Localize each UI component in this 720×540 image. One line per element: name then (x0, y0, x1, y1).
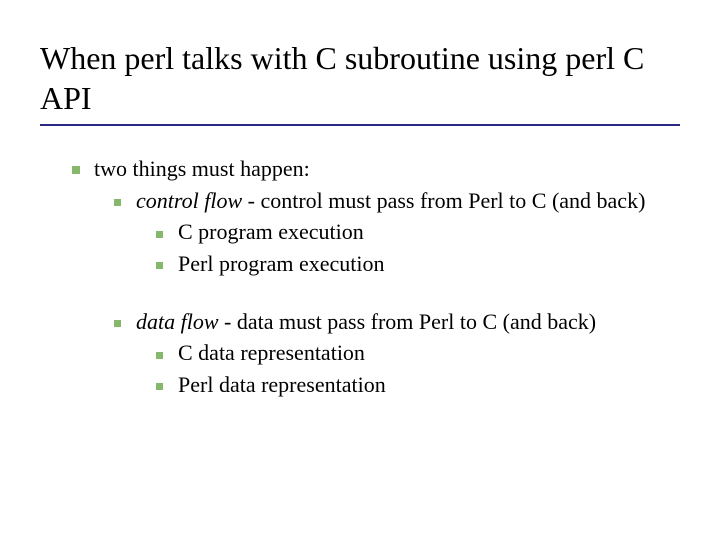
square-bullet-icon (156, 262, 163, 269)
square-bullet-icon (156, 383, 163, 390)
square-bullet-icon (156, 231, 163, 238)
list-item: two things must happen: control flow - c… (72, 154, 680, 400)
bullet-list-level1: two things must happen: control flow - c… (72, 154, 680, 400)
list-text-em: data flow (136, 309, 219, 334)
list-item: Perl data representation (156, 370, 680, 400)
bullet-list-level3: C data representation Perl data represen… (156, 338, 680, 399)
list-item: control flow - control must pass from Pe… (114, 186, 680, 279)
list-text-em: control flow (136, 188, 242, 213)
bullet-list-level3: C program execution Perl program executi… (156, 217, 680, 278)
list-text: C program execution (178, 219, 364, 244)
list-text: - control must pass from Perl to C (and … (242, 188, 645, 213)
list-item: C data representation (156, 338, 680, 368)
bullet-list-level2: data flow - data must pass from Perl to … (114, 307, 680, 400)
content-area: two things must happen: control flow - c… (40, 154, 680, 400)
list-item: C program execution (156, 217, 680, 247)
square-bullet-icon (114, 320, 121, 327)
list-text: - data must pass from Perl to C (and bac… (219, 309, 597, 334)
square-bullet-icon (72, 166, 80, 174)
list-item: Perl program execution (156, 249, 680, 279)
list-item: data flow - data must pass from Perl to … (114, 307, 680, 400)
slide: When perl talks with C subroutine using … (0, 0, 720, 540)
list-text: Perl data representation (178, 372, 386, 397)
square-bullet-icon (114, 199, 121, 206)
spacer (94, 281, 680, 305)
list-text: C data representation (178, 340, 365, 365)
list-text: Perl program execution (178, 251, 385, 276)
square-bullet-icon (156, 352, 163, 359)
slide-title: When perl talks with C subroutine using … (40, 38, 680, 118)
bullet-list-level2: control flow - control must pass from Pe… (114, 186, 680, 279)
list-text: two things must happen: (94, 156, 310, 181)
title-block: When perl talks with C subroutine using … (40, 38, 680, 126)
